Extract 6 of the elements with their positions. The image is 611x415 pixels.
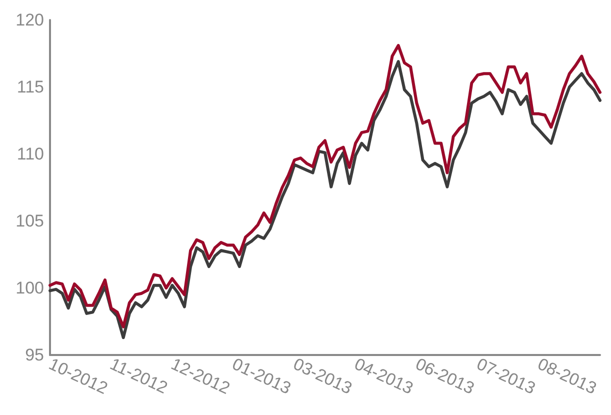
y-tick-label: 100 [16, 278, 44, 298]
y-tick-label: 105 [16, 212, 44, 230]
y-tick-label: 115 [16, 78, 44, 96]
y-tick-label: 120 [16, 10, 44, 30]
y-tick-label: 110 [16, 144, 44, 164]
y-tick-label: 95 [25, 346, 44, 364]
